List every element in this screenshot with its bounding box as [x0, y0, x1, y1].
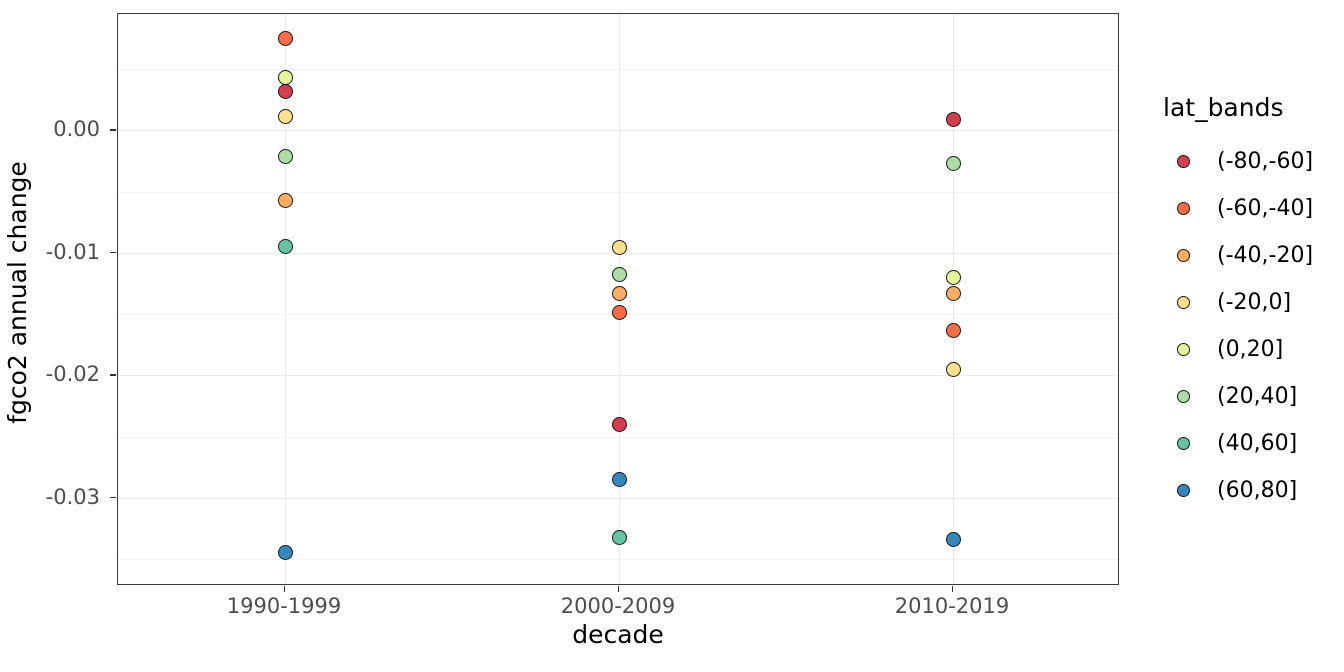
data-point [277, 545, 293, 561]
legend-swatch-point-icon [1176, 249, 1190, 262]
x-axis-title: decade [572, 620, 664, 649]
y-tick-mark [110, 251, 116, 254]
data-point [945, 111, 961, 127]
data-point [611, 267, 627, 283]
legend-key [1163, 390, 1203, 403]
y-tick-label: 0.00 [53, 117, 100, 142]
data-point [611, 240, 627, 256]
data-point [277, 70, 293, 86]
y-tick-mark [110, 374, 116, 376]
data-point [611, 529, 627, 545]
gridline-x-major [285, 14, 287, 584]
legend-key [1163, 484, 1203, 497]
legend-item-label: (-20,0] [1217, 290, 1292, 315]
data-point [945, 531, 961, 547]
y-tick-mark [110, 129, 116, 131]
gridline-y-minor [118, 69, 1118, 71]
x-tick-mark [284, 586, 286, 592]
data-point [277, 192, 293, 208]
legend-item[interactable]: (60,80] [1163, 467, 1313, 514]
x-tick-label: 1990-1999 [226, 594, 342, 618]
data-point [945, 269, 961, 285]
legend-item-label: (-60,-40] [1217, 196, 1314, 221]
data-point [277, 109, 293, 125]
data-point [611, 305, 627, 321]
legend-item-label: (20,40] [1217, 384, 1298, 409]
plot-panel [117, 13, 1119, 585]
x-tick-mark [618, 586, 620, 592]
gridline-y-major [118, 375, 1118, 377]
y-tick-label: -0.02 [45, 362, 100, 387]
legend-item[interactable]: (-40,-20] [1163, 232, 1313, 279]
legend: lat_bands (-80,-60] (-60,-40] (-40,-20] (-2… [1163, 93, 1313, 514]
data-point [611, 416, 627, 432]
data-point [945, 285, 961, 301]
data-point [277, 239, 293, 255]
data-point [277, 30, 293, 46]
legend-item[interactable]: (0,20] [1163, 326, 1313, 373]
y-tick-label: -0.01 [45, 239, 100, 264]
legend-item-label: (60,80] [1217, 478, 1298, 503]
x-tick-mark [952, 586, 954, 592]
gridline-y-minor [118, 559, 1118, 561]
y-axis-title: fgco2 annual change [2, 161, 32, 424]
legend-item-label: (-80,-60] [1217, 149, 1314, 174]
legend-key [1163, 249, 1203, 262]
legend-item[interactable]: (-80,-60] [1163, 138, 1313, 185]
legend-item[interactable]: (-60,-40] [1163, 185, 1313, 232]
legend-key [1163, 155, 1203, 168]
x-tick-label: 2000-2009 [560, 594, 676, 618]
legend-swatch-point-icon [1176, 437, 1190, 450]
legend-key [1163, 343, 1203, 356]
legend-rows: (-80,-60] (-60,-40] (-40,-20] (-20,0] (0,20]… [1163, 138, 1313, 514]
gridline-y-minor [118, 436, 1118, 438]
legend-key [1163, 437, 1203, 450]
legend-swatch-point-icon [1176, 390, 1190, 403]
legend-item-label: (40,60] [1217, 431, 1298, 456]
legend-swatch-point-icon [1176, 296, 1190, 309]
data-point [945, 322, 961, 338]
data-point [611, 285, 627, 301]
data-point [277, 83, 293, 99]
y-tick-label: -0.03 [45, 484, 100, 509]
data-point [945, 361, 961, 377]
legend-item[interactable]: (20,40] [1163, 373, 1313, 420]
legend-swatch-point-icon [1176, 484, 1190, 497]
legend-swatch-point-icon [1176, 343, 1190, 356]
x-tick-label: 2010-2019 [894, 594, 1010, 618]
data-point [277, 148, 293, 164]
legend-item[interactable]: (-20,0] [1163, 279, 1313, 326]
gridline-y-major [118, 497, 1118, 499]
gridline-y-major [118, 130, 1118, 132]
gridline-y-minor [118, 191, 1118, 193]
legend-key [1163, 202, 1203, 215]
y-tick-mark [110, 496, 116, 498]
data-point [945, 155, 961, 171]
legend-key [1163, 296, 1203, 309]
legend-swatch-point-icon [1176, 155, 1190, 168]
legend-swatch-point-icon [1176, 202, 1190, 215]
legend-item-label: (-40,-20] [1217, 243, 1314, 268]
legend-title: lat_bands [1163, 93, 1284, 122]
data-point [611, 471, 627, 487]
legend-item[interactable]: (40,60] [1163, 420, 1313, 467]
legend-item-label: (0,20] [1217, 337, 1284, 362]
